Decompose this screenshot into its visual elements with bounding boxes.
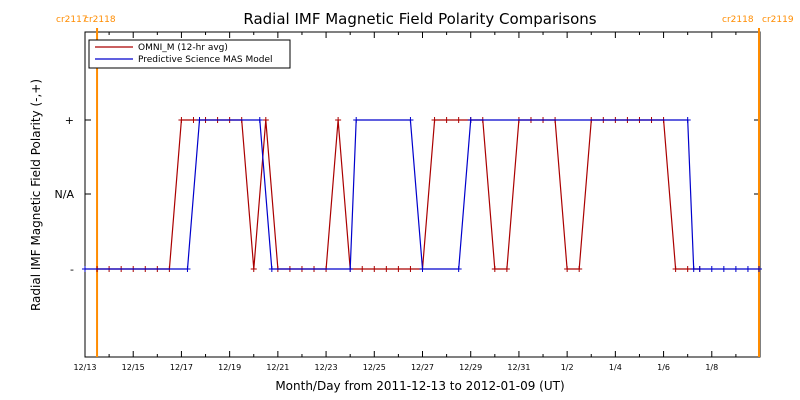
x-tick-label-9: 12/31 <box>507 363 530 372</box>
series-0-point-14 <box>262 117 269 123</box>
series-1-point-2 <box>196 117 203 123</box>
legend: OMNI_M (12-hr avg) Predictive Science MA… <box>88 39 291 69</box>
series-0-point-30 <box>455 117 462 123</box>
series-0-point-8 <box>190 117 197 123</box>
series-1-point-12 <box>690 266 697 272</box>
y-tick-label-0: + <box>65 114 74 127</box>
series-0-point-23 <box>371 266 378 272</box>
plot-frame <box>84 31 761 358</box>
chart-title: Radial IMF Magnetic Field Polarity Compa… <box>243 10 596 28</box>
series-line-0 <box>97 119 700 270</box>
series-1-point-10 <box>467 117 474 123</box>
series-0-point-20 <box>335 117 342 123</box>
series-1-point-3 <box>256 117 263 123</box>
series-1-point-13 <box>696 266 703 272</box>
cr-right-label-1: cr2118 <box>84 15 116 25</box>
series-1-point-1 <box>184 266 191 272</box>
x-tick-label-13: 1/8 <box>705 363 718 372</box>
x-axis: 12/13 12/15 12/17 12/19 12/21 12/23 12/25 12/27… <box>73 32 737 372</box>
series-0-point-33 <box>491 266 498 272</box>
series-layer <box>82 117 762 272</box>
series-0-point-24 <box>383 266 390 272</box>
series-1-point-6 <box>353 117 360 123</box>
series-1-point-4 <box>268 266 275 272</box>
legend-box <box>88 39 291 69</box>
x-tick-label-7: 12/27 <box>411 363 434 372</box>
series-0-point-26 <box>407 266 414 272</box>
x-tick-label-2: 12/17 <box>170 363 193 372</box>
legend-label-mas: Predictive Science MAS Model <box>138 55 273 65</box>
series-0-point-29 <box>443 117 450 123</box>
series-0-point-28 <box>431 117 438 123</box>
series-1-point-5 <box>347 266 354 272</box>
series-0-point-49 <box>684 266 691 272</box>
series-0-point-34 <box>503 266 510 272</box>
series-0-point-13 <box>250 266 257 272</box>
x-tick-label-12: 1/6 <box>657 363 670 372</box>
series-1-point-11 <box>684 117 691 123</box>
x-tick-label-1: 12/15 <box>122 363 145 372</box>
cr-left-label-2: cr2118 <box>722 15 754 25</box>
x-tick-label-0: 12/13 <box>73 363 96 372</box>
cr-left-label-1: cr2117 <box>56 15 88 25</box>
series-0-point-40 <box>576 266 583 272</box>
x-tick-label-4: 12/21 <box>266 363 289 372</box>
legend-label-omni: OMNI_M (12-hr avg) <box>138 43 228 53</box>
carrington-labels: cr2117 cr2118 cr2118 cr2119 <box>56 15 794 25</box>
y-tick-label-1: N/A <box>55 188 75 201</box>
x-axis-title: Month/Day from 2011-12-13 to 2012-01-09 … <box>275 379 564 393</box>
series-1-point-7 <box>407 117 414 123</box>
y-axis: + N/A - <box>55 114 760 276</box>
series-0-point-48 <box>672 266 679 272</box>
x-tick-label-5: 12/23 <box>315 363 338 372</box>
series-1-point-16 <box>732 266 739 272</box>
series-1-point-14 <box>708 266 715 272</box>
series-1-point-15 <box>720 266 727 272</box>
cr-right-label-2: cr2119 <box>762 15 794 25</box>
series-line-1 <box>85 119 759 270</box>
series-0-point-7 <box>178 117 185 123</box>
series-1-point-9 <box>455 266 462 272</box>
y-tick-label-2: - <box>70 263 74 276</box>
x-tick-label-11: 1/4 <box>609 363 622 372</box>
series-1-point-0 <box>82 266 88 272</box>
series-0-point-25 <box>395 266 402 272</box>
series-1-point-18 <box>755 266 762 272</box>
x-tick-label-3: 12/19 <box>218 363 241 372</box>
x-tick-label-6: 12/25 <box>363 363 386 372</box>
x-tick-label-8: 12/29 <box>459 363 482 372</box>
y-axis-title: Radial IMF Magnetic Field Polarity (-,+) <box>29 79 43 311</box>
carrington-lines <box>96 28 760 357</box>
series-0-point-39 <box>564 266 571 272</box>
series-1-point-17 <box>744 266 751 272</box>
series-0-point-22 <box>359 266 366 272</box>
x-tick-label-10: 1/2 <box>561 363 574 372</box>
series-1-point-8 <box>419 266 426 272</box>
